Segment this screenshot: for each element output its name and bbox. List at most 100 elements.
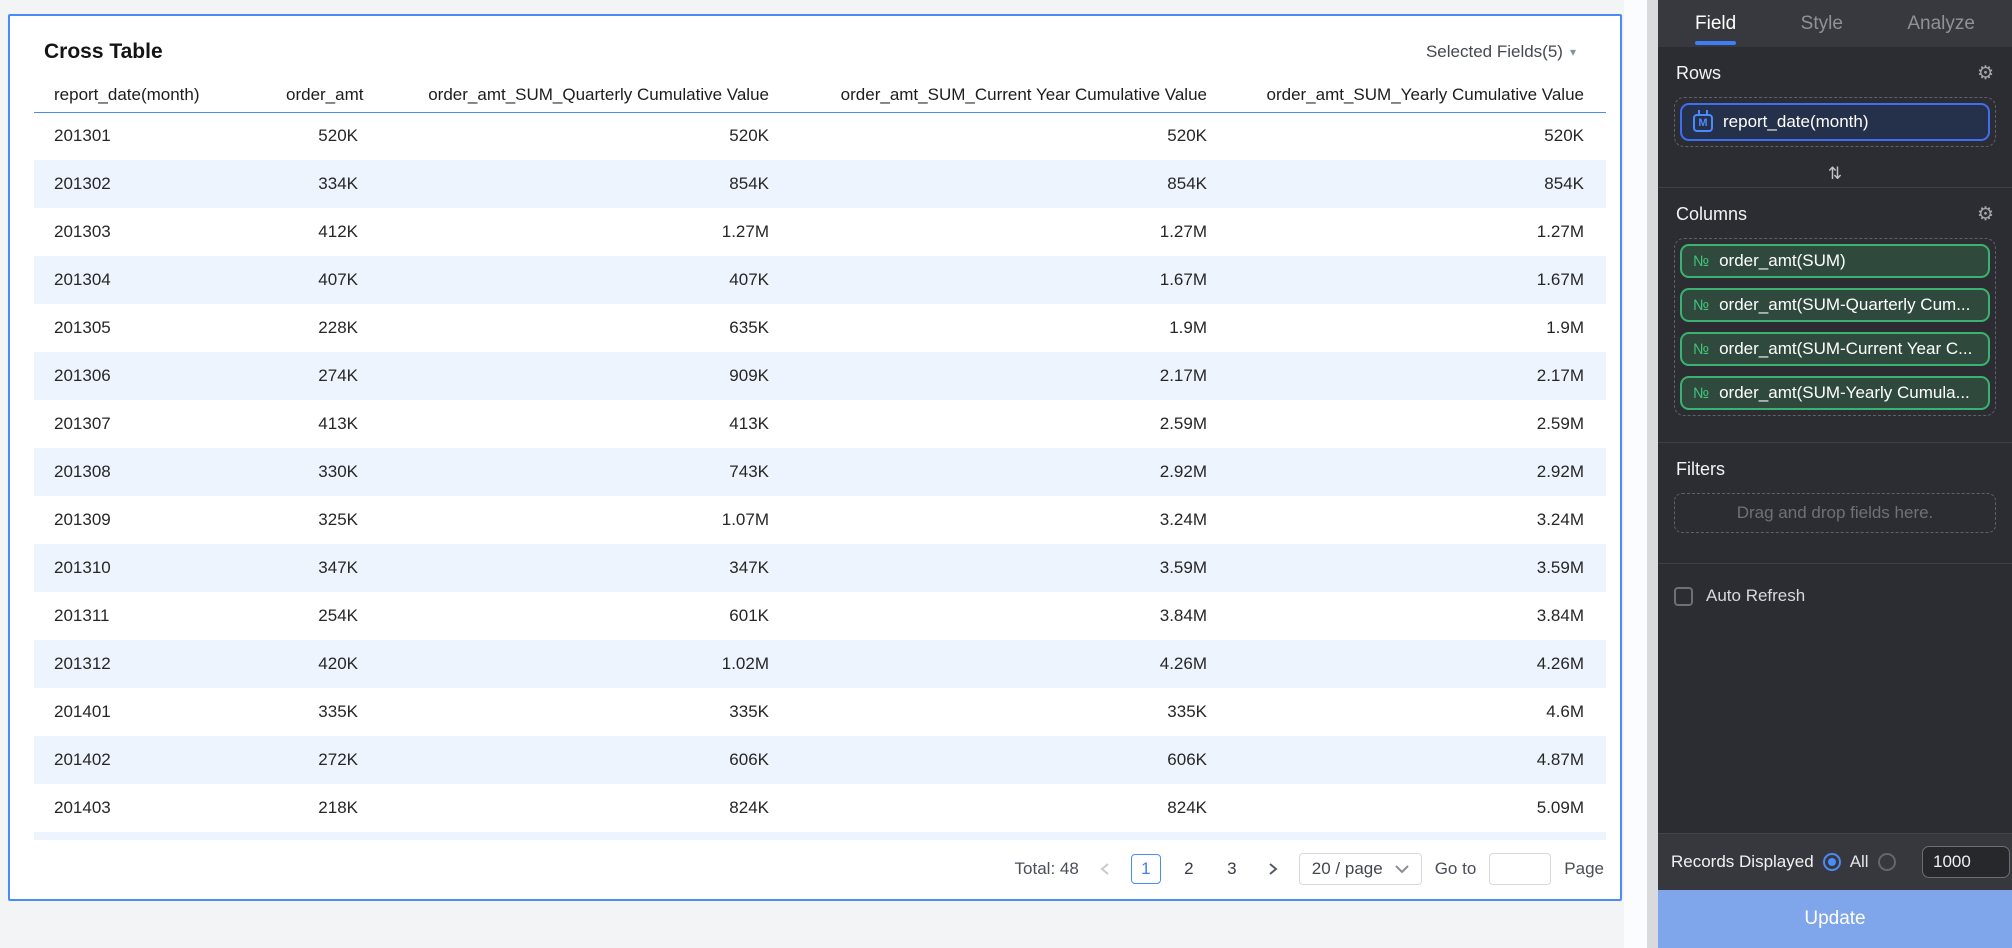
table-cell: 201304 bbox=[54, 270, 111, 289]
table-cell: 3.59M bbox=[1159, 558, 1207, 577]
table-cell: 201303 bbox=[54, 222, 111, 241]
selected-fields-label: Selected Fields(5) bbox=[1425, 42, 1563, 61]
table-cell: 601K bbox=[729, 606, 769, 625]
cross-table: report_date(month) order_amt order_amt_SUM… bbox=[34, 78, 1606, 832]
tab-style[interactable]: Style bbox=[1800, 12, 1843, 34]
table-cell: 347K bbox=[318, 558, 358, 577]
page-size-select[interactable]: 20 / page bbox=[1298, 853, 1422, 885]
table-cell: 1.07M bbox=[721, 510, 769, 529]
table-cell: 854K bbox=[1167, 174, 1207, 193]
table-cell: 520K bbox=[1167, 126, 1207, 146]
records-all-radio[interactable] bbox=[1822, 853, 1841, 871]
calendar-month-icon: M bbox=[1693, 110, 1713, 132]
table-row: 201402 272K 606K 606K 4.87M bbox=[34, 736, 1606, 784]
numeric-icon: № bbox=[1693, 252, 1710, 270]
records-count-radio[interactable] bbox=[1877, 853, 1896, 871]
column-header[interactable]: order_amt_SUM_Quarterly Cumulative Value bbox=[370, 78, 781, 113]
table-cell: 854K bbox=[1544, 174, 1584, 193]
table-cell: 407K bbox=[729, 270, 769, 289]
filters-dropzone[interactable]: Drag and drop fields here. bbox=[1674, 493, 1996, 533]
table-body: 201301 520K 520K 520K 520K 201302 334K 854K 854K… bbox=[34, 112, 1606, 832]
panel-scrollbar[interactable] bbox=[1647, 0, 1658, 948]
page-number-button[interactable]: 2 bbox=[1184, 859, 1194, 878]
table-cell: 347K bbox=[729, 558, 769, 577]
page-label: Page bbox=[1564, 859, 1604, 878]
table-cell: 334K bbox=[318, 174, 358, 193]
table-row: 201302 334K 854K 854K 854K bbox=[34, 160, 1606, 208]
auto-refresh-label: Auto Refresh bbox=[1706, 586, 1806, 605]
field-pill-label: order_amt(SUM) bbox=[1719, 251, 1846, 270]
table-row: 201306 274K 909K 2.17M 2.17M bbox=[34, 352, 1606, 400]
auto-refresh-checkbox[interactable] bbox=[1674, 586, 1693, 606]
table-cell: 413K bbox=[318, 414, 358, 433]
table-row: 201312 420K 1.02M 4.26M 4.26M bbox=[34, 640, 1606, 688]
table-cell: 4.87M bbox=[1536, 750, 1584, 769]
columns-label: Columns bbox=[1676, 204, 1748, 224]
records-count-input[interactable] bbox=[1922, 846, 2010, 878]
auto-refresh-row: Auto Refresh bbox=[1658, 564, 2012, 628]
next-page-button[interactable] bbox=[1260, 856, 1286, 882]
field-pill[interactable]: № order_amt(SUM) bbox=[1680, 244, 1990, 278]
field-pill[interactable]: № order_amt(SUM-Current Year C... bbox=[1680, 332, 1990, 366]
table-cell: 2.92M bbox=[1159, 462, 1207, 481]
records-displayed-label: Records Displayed bbox=[1671, 852, 1814, 871]
goto-page-input[interactable] bbox=[1489, 853, 1552, 885]
table-cell: 4.26M bbox=[1536, 654, 1584, 673]
table-cell: 201305 bbox=[54, 318, 111, 337]
filters-label: Filters bbox=[1676, 459, 1725, 479]
table-row: 201303 412K 1.27M 1.27M 1.27M bbox=[34, 208, 1606, 256]
table-cell: 335K bbox=[318, 702, 358, 721]
clipped-next-row bbox=[34, 832, 1606, 840]
field-pill[interactable]: № order_amt(SUM-Quarterly Cum... bbox=[1680, 288, 1990, 322]
table-cell: 201310 bbox=[54, 558, 111, 577]
gear-icon[interactable]: ⚙ bbox=[1976, 63, 1994, 84]
tab-analyze[interactable]: Analyze bbox=[1907, 12, 1975, 34]
table-cell: 824K bbox=[1167, 798, 1207, 817]
canvas-gap bbox=[1624, 0, 1647, 948]
table-cell: 824K bbox=[729, 798, 769, 817]
table-cell: 1.27M bbox=[721, 222, 769, 241]
numeric-icon: № bbox=[1693, 340, 1710, 358]
prev-page-button[interactable] bbox=[1092, 856, 1118, 882]
table-cell: 412K bbox=[318, 222, 358, 241]
selected-fields-dropdown[interactable]: Selected Fields(5) ▾ bbox=[1426, 42, 1576, 62]
goto-label: Go to bbox=[1434, 859, 1477, 878]
column-header[interactable]: report_date(month) bbox=[34, 78, 274, 113]
cross-table-card: Cross Table Selected Fields(5) ▾ report_… bbox=[8, 14, 1622, 901]
page-number-button[interactable]: 3 bbox=[1227, 859, 1237, 878]
column-header[interactable]: order_amt_SUM_Yearly Cumulative Value bbox=[1219, 78, 1606, 113]
swap-rows-columns-button[interactable]: ⇅ bbox=[1658, 161, 2012, 187]
table-row: 201301 520K 520K 520K 520K bbox=[34, 112, 1606, 160]
field-pill[interactable]: № order_amt(SUM-Yearly Cumula... bbox=[1680, 376, 1990, 410]
field-pill-label: order_amt(SUM-Current Year C... bbox=[1719, 339, 1973, 358]
table-cell: 1.67M bbox=[1536, 270, 1584, 289]
caret-down-icon: ▾ bbox=[1569, 45, 1576, 59]
table-cell: 3.24M bbox=[1159, 510, 1207, 529]
table-cell: 201312 bbox=[54, 654, 111, 673]
table-cell: 228K bbox=[318, 318, 358, 337]
columns-dropzone[interactable]: № order_amt(SUM) № order_amt(SUM-Quarterly … bbox=[1674, 238, 1996, 416]
table-cell: 330K bbox=[318, 462, 358, 481]
table-row: 201403 218K 824K 824K 5.09M bbox=[34, 784, 1606, 832]
table-cell: 272K bbox=[318, 750, 358, 769]
page-title: Cross Table bbox=[44, 40, 163, 63]
table-cell: 201403 bbox=[54, 798, 111, 817]
column-header[interactable]: order_amt_SUM_Current Year Cumulative Va… bbox=[781, 78, 1219, 113]
table-row: 201308 330K 743K 2.92M 2.92M bbox=[34, 448, 1606, 496]
table-cell: 201309 bbox=[54, 510, 111, 529]
table-cell: 2.92M bbox=[1536, 462, 1584, 481]
table-header-row: report_date(month) order_amt order_amt_SUM… bbox=[34, 78, 1606, 113]
section-divider bbox=[1658, 187, 2012, 188]
table-cell: 3.24M bbox=[1536, 510, 1584, 529]
table-cell: 520K bbox=[729, 126, 769, 146]
tab-field[interactable]: Field bbox=[1695, 0, 1737, 47]
column-header[interactable]: order_amt bbox=[274, 78, 370, 113]
update-button[interactable]: Update bbox=[1658, 890, 2012, 948]
table-cell: 201311 bbox=[54, 606, 110, 625]
table-row: 201304 407K 407K 1.67M 1.67M bbox=[34, 256, 1606, 304]
gear-icon[interactable]: ⚙ bbox=[1976, 204, 1994, 225]
page-number-button[interactable]: 1 bbox=[1130, 854, 1161, 884]
